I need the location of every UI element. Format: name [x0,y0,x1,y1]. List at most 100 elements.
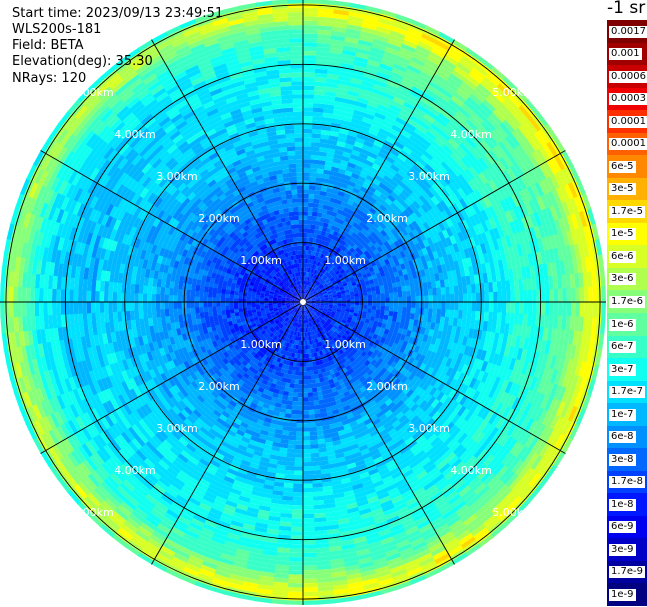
range-gate-cell [460,55,477,69]
range-gate-cell [561,246,569,262]
range-gate-cell [325,214,332,220]
range-gate-cell [430,217,439,227]
range-gate-cell [426,237,434,247]
range-gate-cell [367,291,372,296]
range-gate-cell [463,386,473,398]
range-gate-cell [499,199,509,214]
range-gate-cell [355,137,366,145]
range-gate-cell [414,289,420,297]
range-gate-cell [430,453,443,464]
range-gate-cell [464,455,477,468]
range-gate-cell [354,208,363,216]
range-gate-cell [302,483,313,489]
range-gate-cell [379,448,390,457]
range-gate-cell [426,366,435,377]
range-gate-cell [523,434,536,450]
range-gate-cell [492,481,506,496]
range-gate-cell [507,496,522,511]
range-gate-cell [327,143,337,150]
range-gate-cell [484,230,493,243]
range-gate-cell [306,318,309,324]
range-gate-cell [401,449,413,459]
range-gate-cell [549,355,558,371]
range-gate-cell [308,291,312,296]
range-gate-cell [431,281,437,289]
range-gate-cell [366,132,378,141]
range-gate-cell [330,373,337,379]
range-gate-cell [301,600,319,605]
range-gate-cell [306,379,312,385]
range-gate-cell [472,368,481,381]
range-gate-cell [589,332,596,350]
range-gate-cell [288,431,297,437]
range-gate-cell [463,424,475,437]
range-gate-cell [474,86,490,101]
range-gate-cell [332,221,339,228]
range-gate-cell [431,549,449,561]
range-gate-cell [597,254,605,272]
range-gate-cell [359,124,371,133]
range-gate-cell [375,440,386,449]
range-gate-cell [444,80,460,93]
range-gate-cell [592,302,598,319]
range-gate-cell [317,447,327,453]
range-gate-cell [314,314,319,319]
range-gate-cell [448,98,462,111]
range-gate-cell [443,512,459,525]
range-gate-cell [301,314,303,320]
range-gate-cell [516,205,526,220]
range-gate-cell [289,383,295,389]
range-gate-cell [550,262,558,277]
range-gate-cell [309,439,318,445]
range-gate-cell [359,475,372,484]
range-gate-cell [282,425,290,432]
range-gate-cell [471,130,484,144]
range-gate-cell [438,462,451,475]
range-gate-cell [492,281,498,293]
range-gate-cell [387,238,394,246]
range-gate-cell [556,187,567,204]
range-gate-cell [316,261,321,267]
range-gate-cell [578,226,587,244]
range-gate-cell [425,321,432,330]
range-gate-cell [295,435,303,441]
range-gate-cell [395,13,413,24]
range-gate-cell [467,247,475,258]
range-gate-cell [460,408,470,420]
range-gate-cell [480,184,491,197]
range-gate-cell [456,241,464,252]
range-gate-cell [309,431,318,437]
range-gate-cell [327,205,335,212]
range-gate-cell [437,429,448,441]
range-gate-cell [374,460,386,469]
range-gate-cell [304,305,307,310]
range-gate-cell [335,345,342,352]
range-gate-cell [506,302,511,314]
range-gate-cell [306,285,309,290]
range-gate-cell [446,195,456,206]
range-gate-cell [362,311,368,316]
range-gate-cell [314,319,319,324]
range-gate-cell [386,278,392,285]
range-gate-cell [409,443,421,454]
range-gate-cell [325,410,334,417]
range-gate-cell [314,77,328,83]
range-gate-cell [423,308,429,316]
range-gate-cell [364,436,374,445]
range-gate-cell [561,357,570,374]
range-gate-cell [548,341,556,357]
range-gate-cell [375,155,386,164]
range-gate-cell [453,285,459,295]
range-gate-cell [471,292,477,303]
range-gate-cell [449,225,458,236]
range-gate-cell [344,498,357,506]
range-gate-cell [354,459,366,467]
range-gate-cell [384,306,390,312]
range-gate-cell [452,148,465,161]
range-gate-cell [469,443,482,457]
range-gate-cell [550,156,562,174]
range-gate-cell [346,238,353,245]
range-gate-cell [349,306,355,311]
range-gate-cell [506,257,513,271]
range-gate-cell [409,151,421,162]
